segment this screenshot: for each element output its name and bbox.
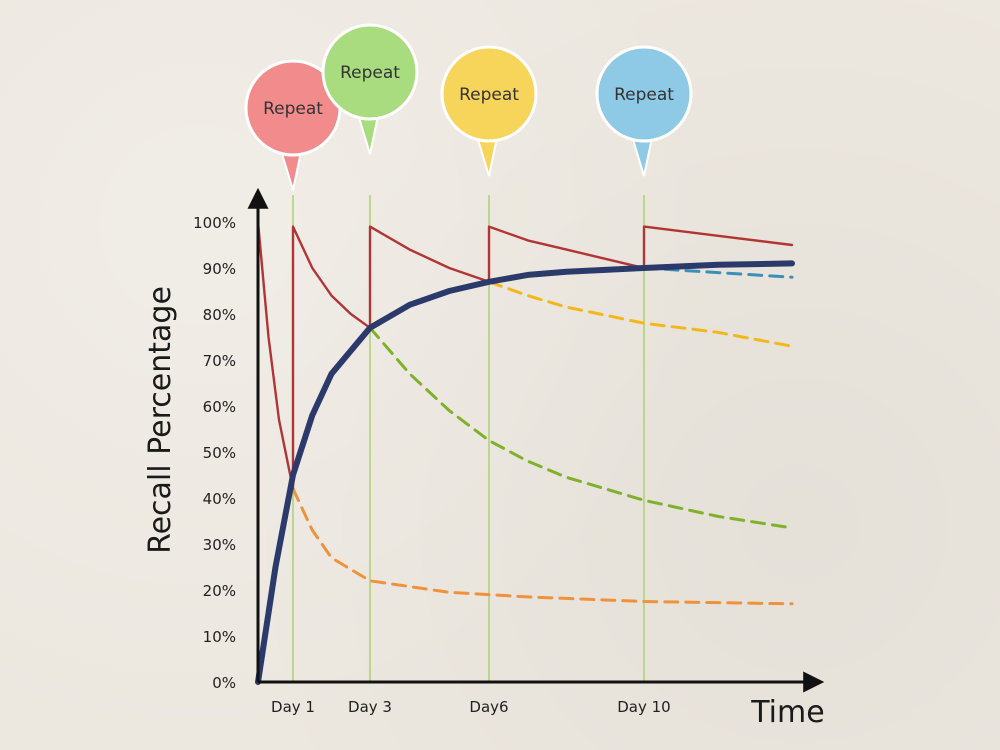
bubble-label: Repeat (459, 85, 519, 105)
y-tick-label: 10% (203, 628, 236, 646)
y-tick-label: 30% (203, 536, 236, 554)
y-tick-label: 40% (203, 490, 236, 508)
repeat-bubbles: Repeat Repeat Repeat Repeat (244, 23, 693, 191)
y-tick-labels: 0% 10% 20% 30% 40% 50% 60% 70% 80% 90% 100% (193, 214, 236, 692)
bubble-label: Repeat (263, 99, 323, 119)
series-line-decay-without-repeat-after-day1 (291, 487, 794, 606)
repeat-bubble: Repeat (595, 45, 693, 177)
bubble-circle (440, 45, 538, 143)
series-line-forgetting-repeat-path (256, 220, 794, 490)
bubble-label: Repeat (614, 85, 674, 105)
y-tick-label: 0% (212, 674, 236, 692)
y-tick-label: 60% (203, 398, 236, 416)
y-tick-label: 20% (203, 582, 236, 600)
y-tick-label: 100% (193, 214, 236, 232)
x-axis-title: Time (750, 695, 824, 730)
bubble-circle (595, 45, 693, 143)
x-tick-label: Day6 (469, 698, 508, 716)
x-tick-labels: Day 1 Day 3 Day6 Day 10 (271, 698, 671, 716)
y-tick-label: 50% (203, 444, 236, 462)
repeat-bubble: Repeat (321, 23, 419, 155)
repeat-bubble: Repeat (244, 59, 342, 191)
y-tick-label: 80% (203, 306, 236, 324)
x-tick-label: Day 10 (617, 698, 670, 716)
y-tick-label: 70% (203, 352, 236, 370)
y-tick-label: 90% (203, 260, 236, 278)
y-axis-title: Recall Percentage (143, 286, 178, 554)
x-tick-label: Day 1 (271, 698, 315, 716)
series-line-overall-retention (255, 260, 795, 685)
bubble-label: Repeat (340, 63, 400, 83)
x-tick-label: Day 3 (348, 698, 392, 716)
repeat-bubble: Repeat (440, 45, 538, 177)
series-group (255, 220, 795, 685)
bubble-circle (321, 23, 419, 121)
series-line-decay-without-repeat-after-day6 (487, 280, 794, 348)
series-line-decay-without-repeat-after-day3 (368, 326, 794, 530)
